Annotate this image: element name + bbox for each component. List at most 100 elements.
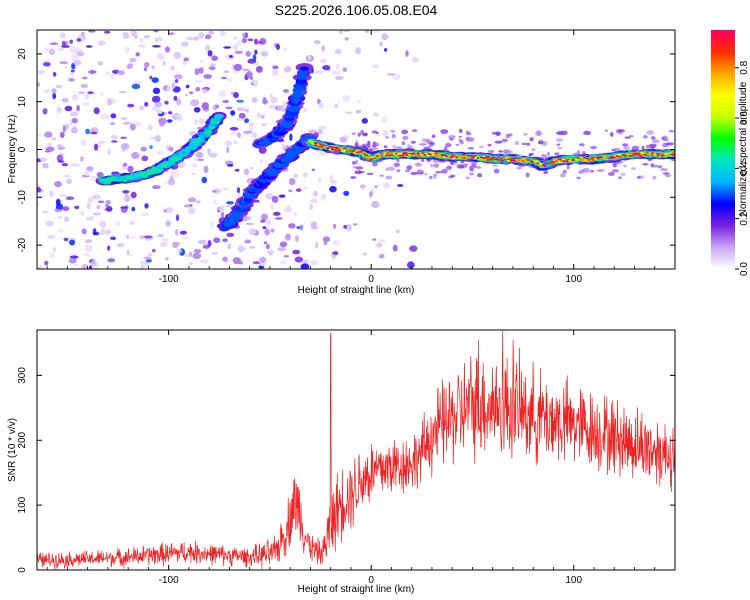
heatmap-noise-cell [237, 40, 243, 46]
heatmap-noise-cell [185, 36, 195, 41]
heatmap-noise-cell [116, 243, 125, 248]
heatmap-noise-cell [185, 84, 190, 89]
heatmap-noise-cell [213, 200, 218, 205]
spectrogram-x-tick-label: 0 [368, 274, 374, 285]
heatmap-noise-cell [70, 53, 79, 61]
heatmap-noise-cell [374, 185, 378, 189]
colorbar-tick-label: 0.8 [739, 60, 750, 74]
heatmap-noise-cell [523, 133, 528, 136]
heatmap-noise-cell [58, 146, 66, 151]
heatmap-noise-cell [84, 169, 90, 177]
heatmap-noise-cell [373, 112, 379, 118]
heatmap-noise-cell [106, 206, 113, 212]
heatmap-track-cell [184, 149, 191, 154]
heatmap-noise-cell [578, 170, 583, 174]
heatmap-noise-cell [194, 68, 200, 76]
heatmap-noise-cell [383, 48, 388, 52]
heatmap-track-cell [558, 158, 562, 161]
heatmap-noise-cell [583, 130, 591, 136]
heatmap-noise-cell [80, 156, 84, 163]
heatmap-noise-cell [140, 260, 149, 268]
heatmap-noise-cell [64, 41, 69, 46]
heatmap-noise-cell [382, 129, 389, 137]
heatmap-noise-cell [381, 116, 388, 123]
heatmap-noise-cell [67, 77, 75, 82]
heatmap-noise-cell [167, 178, 176, 186]
heatmap-noise-cell [233, 92, 239, 98]
heatmap-noise-cell [122, 190, 130, 194]
heatmap-noise-cell [56, 106, 62, 114]
heatmap-noise-cell [364, 30, 370, 33]
heatmap-noise-cell [212, 190, 217, 193]
heatmap-noise-cell [121, 143, 130, 150]
heatmap-noise-cell [115, 221, 121, 226]
heatmap-track-cell [650, 152, 655, 154]
heatmap-noise-cell [88, 30, 96, 33]
heatmap-track-cell [506, 158, 511, 161]
heatmap-noise-cell [80, 139, 87, 146]
spectrogram-x-ticks: -100 0 100 [46, 30, 676, 285]
heatmap-track-cell [604, 156, 609, 159]
heatmap-noise-cell [49, 252, 55, 259]
heatmap-noise-cell [265, 192, 274, 200]
heatmap-noise-cell [19, 79, 26, 82]
heatmap-noise-cell [342, 135, 350, 139]
heatmap-noise-cell [97, 61, 104, 66]
heatmap-noise-cell [609, 132, 614, 137]
heatmap-noise-cell [444, 146, 448, 151]
heatmap-noise-cell [554, 152, 560, 156]
heatmap-noise-cell [256, 112, 262, 119]
heatmap-track-cell [456, 154, 460, 157]
heatmap-track-cell [637, 153, 641, 155]
heatmap-noise-cell [264, 228, 271, 236]
heatmap-track-cell [509, 159, 514, 162]
heatmap-track-cell [431, 153, 435, 156]
heatmap-noise-cell [154, 135, 161, 143]
heatmap-noise-cell [29, 206, 36, 210]
heatmap-noise-cell [345, 224, 352, 232]
heatmap-noise-cell [323, 238, 328, 246]
colorbar-ticks: 0.0 0.2 0.4 0.6 0.8 [735, 60, 750, 276]
heatmap-noise-cell [173, 51, 182, 60]
heatmap-noise-cell [303, 186, 308, 190]
heatmap-noise-cell [92, 228, 97, 236]
heatmap-noise-cell [604, 129, 608, 132]
heatmap-noise-cell [236, 118, 244, 121]
heatmap-noise-cell [187, 207, 196, 215]
heatmap-track-cell [476, 157, 480, 160]
heatmap-noise-cell [152, 106, 157, 112]
heatmap-noise-cell [320, 193, 327, 201]
heatmap-noise-cell [144, 101, 149, 107]
heatmap-noise-cell [198, 67, 204, 74]
heatmap-track-cell [492, 156, 495, 159]
spectrogram-x-tick-label: 100 [565, 274, 582, 285]
heatmap-track-cell [405, 153, 409, 156]
heatmap-noise-cell [19, 70, 25, 77]
heatmap-noise-cell [227, 244, 231, 250]
heatmap-noise-cell [631, 167, 636, 171]
heatmap-noise-cell [180, 41, 189, 47]
heatmap-noise-cell [344, 37, 349, 41]
heatmap-noise-cell [668, 130, 675, 133]
heatmap-noise-cell [84, 239, 93, 244]
heatmap-noise-cell [105, 71, 110, 76]
heatmap-noise-cell [27, 166, 32, 173]
heatmap-noise-cell [314, 70, 323, 74]
heatmap-noise-cell [59, 32, 66, 38]
heatmap-noise-cell [52, 92, 56, 100]
heatmap-noise-cell [208, 66, 216, 71]
heatmap-track-cell [668, 152, 671, 155]
heatmap-noise-cell [491, 131, 499, 135]
heatmap-track-cell [486, 156, 491, 159]
heatmap-noise-cell [332, 223, 337, 229]
heatmap-noise-cell [371, 130, 378, 134]
heatmap-track-cell [295, 78, 307, 85]
heatmap-noise-cell [148, 253, 152, 257]
heatmap-noise-cell [179, 230, 187, 235]
heatmap-noise-cell [272, 68, 279, 76]
heatmap-noise-cell [278, 194, 286, 198]
heatmap-noise-cell [371, 147, 379, 150]
heatmap-noise-cell [184, 254, 189, 257]
heatmap-noise-cell [531, 148, 536, 152]
heatmap-noise-cell [138, 105, 145, 111]
